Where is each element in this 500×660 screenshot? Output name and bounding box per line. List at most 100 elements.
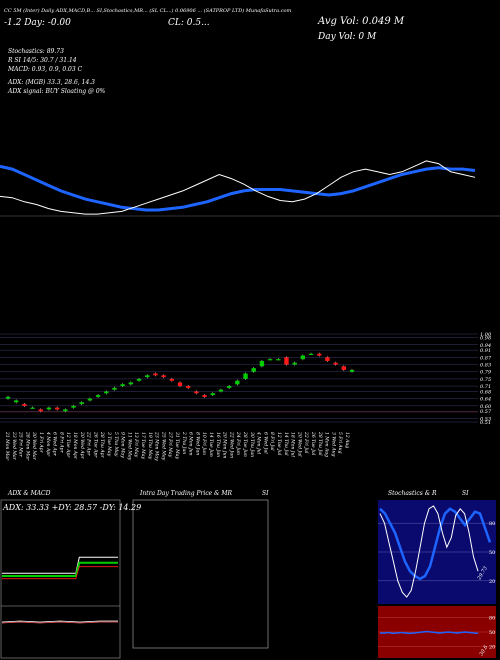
price-y-tick-label: 0.94 [480, 343, 491, 349]
stochastics-rsi-title-suffix: SI [462, 490, 469, 497]
candle-body [259, 360, 265, 367]
price-x-tick-label: 22 Fri Jul [303, 431, 309, 454]
price-y-tick-label: 0.71 [480, 384, 491, 390]
candle-body [120, 384, 125, 387]
intraday-title-suffix: SI [262, 490, 269, 497]
price-x-tick-label: 25 Wed May [160, 431, 166, 461]
intraday-title: Intra Day Trading Price & MR [140, 490, 233, 497]
price-x-tick-label: 13 Fri May [133, 432, 139, 458]
rsi-readout: R SI 14/5: 30.7 / 31.14 [8, 57, 77, 64]
adx-macd-title: ADX & MACD [8, 490, 51, 497]
day-volume: Day Vol: 0 M [318, 32, 377, 42]
price-y-tick-label: 0.51 [480, 420, 491, 426]
price-x-tick-label: 8 Fri Jul [269, 432, 275, 451]
price-x-tick-label: 22 Wed Jun [228, 431, 234, 458]
price-x-tick-label: 14 Tue Jun [208, 432, 214, 457]
price-x-tick-label: 23 Wed Mar [11, 431, 17, 461]
price-x-tick-label: 17 Tue May [140, 432, 146, 459]
macd-line [1, 620, 118, 623]
candle-body [194, 391, 199, 394]
rsi-last-value: 30.6 [479, 644, 490, 657]
candle-body [235, 380, 240, 385]
price-y-tick-label: 0.60 [480, 404, 492, 410]
candle-body [202, 395, 207, 397]
candle-body [87, 398, 93, 401]
candle-body [267, 359, 273, 361]
candle-body [153, 373, 158, 376]
candle-body [22, 404, 27, 406]
price-x-tick-label: 5 Fri Aug [337, 432, 343, 454]
price-candlestick-chart: 1.000.980.940.910.87 0.830.790.750.710.68… [0, 332, 492, 461]
adx-values-readout: ADX: 33.33 +DY: 28.57 -DY: 14.29 [3, 503, 142, 512]
price-x-tick-label: 12 Aug [344, 432, 350, 448]
price-x-tick-label: 9 Mon May [120, 432, 126, 458]
stochastic-k-line [379, 507, 492, 581]
candle-body [38, 409, 43, 412]
price-x-tick-label: 6 Wed Apr [52, 432, 58, 457]
price-x-tick-label: 8 Fri Apr [58, 432, 64, 454]
adx-signal-readout: ADX signal: BUY Sloating @ 0% [8, 88, 106, 95]
price-x-tick-label: 25 Fri Mar [18, 431, 24, 458]
candle-body [71, 405, 76, 408]
price-y-tick-label: 0.75 [480, 377, 491, 383]
price-x-tick-label: 19 Thu May [147, 432, 153, 460]
avg-volume: Avg Vol: 0.049 M [318, 16, 405, 27]
price-readout: CL: 0.5... [168, 18, 210, 28]
candle-body [349, 369, 355, 372]
macd-readout: MACD: 0.93, 0.9, 0.03 C [8, 66, 83, 73]
candle-body [112, 387, 117, 390]
price-y-tick-label: 0.83 [480, 363, 491, 369]
candle-body [169, 378, 175, 381]
price-x-tick-label: 12 Tue Apr [65, 432, 71, 458]
candle-body [226, 386, 232, 388]
adx-readout: ADX: (MGB) 33.3, 28.6, 14.3 [8, 79, 95, 86]
price-x-tick-label: 5 Thu May [113, 432, 119, 457]
price-x-tick-label: 16 Thu Jun [215, 432, 221, 457]
price-y-tick-label: 0.98 [480, 336, 491, 342]
stochastics-y-tick-label: 80 [489, 521, 495, 527]
price-x-tick-label: 6 Wed Jul [262, 432, 268, 454]
stochastics-rsi-title: Stochastics & R [388, 490, 437, 497]
price-x-tick-label: 26 Tue Jul [310, 431, 316, 456]
price-x-tick-label: 30 Thu Jun [249, 432, 255, 457]
price-x-tick-label: 23 Mon May [154, 431, 160, 461]
macd-signal-line [1, 621, 118, 624]
intraday-panel-frame [132, 499, 269, 649]
stochastics-y-tick-label: 50 [489, 550, 495, 556]
price-y-tick-label: 1.00 [480, 332, 492, 338]
candle-body [161, 375, 166, 378]
rsi-line [380, 630, 479, 635]
candle-body [30, 407, 35, 409]
candle-body [128, 382, 134, 385]
price-y-tick-label: 0.91 [480, 348, 491, 354]
stochastic-d-line [379, 505, 479, 598]
candle-body [210, 393, 215, 396]
price-x-tick-label: 3 Tue May [106, 432, 112, 457]
price-x-tick-label: 18 Mon Jul [290, 432, 296, 458]
candle-body [300, 355, 306, 360]
rsi-y-tick-label: 20 [489, 644, 495, 650]
price-x-tick-label: 8 Wed Jun [194, 432, 200, 455]
price-x-tick-label: 24 Fri Jun [235, 431, 241, 455]
price-x-tick-label: 3 Wed Aug [330, 432, 336, 457]
day-change: -1.2 Day: -0.00 [4, 18, 71, 28]
price-y-tick-label: 0.68 [480, 389, 491, 395]
candle-body [333, 362, 338, 365]
candle-body [136, 378, 142, 381]
price-x-tick-label: 2 Thu Jun [181, 431, 187, 454]
price-x-tick-label: 6 Mon Jun [188, 432, 194, 456]
candle-body [145, 375, 150, 378]
price-x-tick-label: 27 Fri May [167, 431, 173, 458]
candle-body [276, 359, 281, 361]
candle-body [46, 407, 52, 410]
indicator-white-line [0, 160, 476, 215]
candle-body [95, 395, 101, 397]
candle-body [104, 391, 109, 394]
price-x-tick-label: 28 Thu Jul [317, 431, 323, 456]
header-title-row: CC 5M (Inter) Daily ADX,MACD,B... SI,Sto… [4, 8, 292, 14]
plus-di-line [2, 561, 118, 577]
stochastics-y-tick-label: 20 [489, 579, 495, 585]
price-x-tick-label: 14 Thu Jul [283, 432, 289, 456]
adx-line [2, 556, 118, 574]
price-x-tick-label: 1 Fri Apr [38, 432, 44, 454]
